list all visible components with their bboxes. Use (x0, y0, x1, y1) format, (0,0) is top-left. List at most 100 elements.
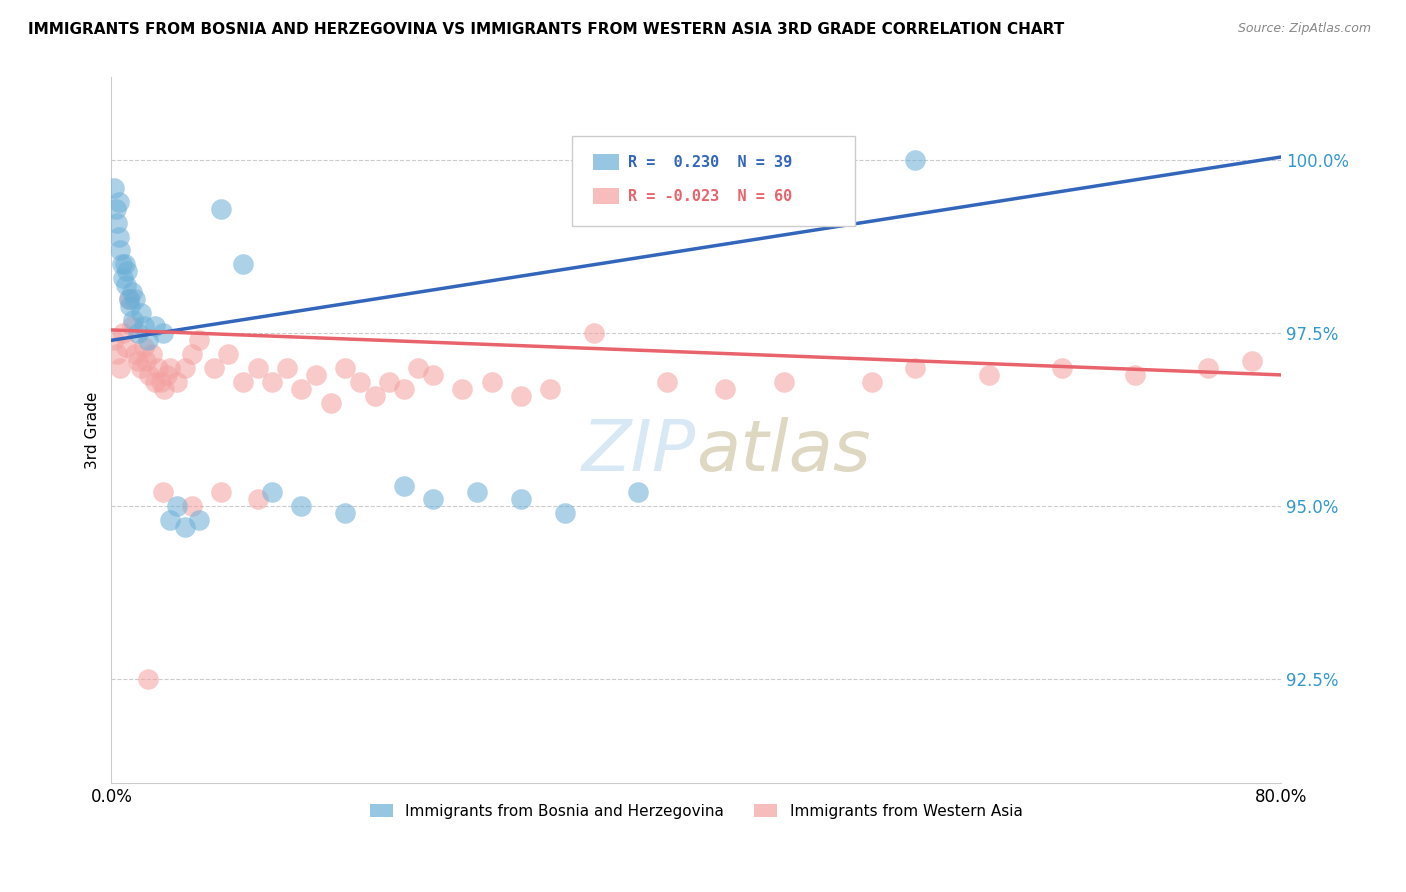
Point (422, 492, 444, 507)
Point (262, 485, 284, 500)
Point (378, 375, 401, 389)
Point (166, 500, 188, 514)
Point (202, 361, 225, 376)
Point (129, 361, 152, 376)
Point (392, 382, 415, 396)
Text: IMMIGRANTS FROM BOSNIA AND HERZEGOVINA VS IMMIGRANTS FROM WESTERN ASIA 3RD GRADE: IMMIGRANTS FROM BOSNIA AND HERZEGOVINA V… (28, 22, 1064, 37)
Point (141, 347, 163, 361)
Point (246, 492, 269, 507)
Point (121, 285, 143, 299)
Point (132, 319, 155, 334)
Point (188, 334, 211, 348)
Point (105, 347, 128, 361)
Point (582, 326, 605, 341)
Point (180, 347, 202, 361)
Point (148, 361, 170, 376)
Point (114, 257, 136, 271)
Point (509, 492, 531, 507)
Text: R =  0.230  N = 39: R = 0.230 N = 39 (628, 155, 793, 169)
Text: atlas: atlas (696, 417, 870, 486)
Point (1123, 368, 1146, 382)
Point (115, 340, 138, 354)
Point (108, 244, 131, 258)
Point (276, 361, 298, 376)
Point (127, 354, 149, 368)
Point (349, 375, 371, 389)
Point (977, 368, 1000, 382)
Point (135, 354, 157, 368)
Point (136, 673, 159, 687)
Point (117, 264, 139, 278)
Point (262, 375, 284, 389)
Point (860, 375, 883, 389)
Text: ZIP: ZIP (582, 417, 696, 486)
Point (124, 347, 146, 361)
Point (392, 478, 415, 492)
Point (1197, 361, 1219, 376)
Point (159, 513, 181, 527)
Point (451, 382, 474, 396)
Point (121, 319, 143, 334)
Point (422, 368, 444, 382)
Point (408, 361, 430, 376)
Point (107, 194, 129, 209)
Point (124, 292, 146, 306)
Point (111, 257, 134, 271)
Point (153, 382, 176, 396)
Point (173, 520, 195, 534)
Legend: Immigrants from Bosnia and Herzegovina, Immigrants from Western Asia: Immigrants from Bosnia and Herzegovina, … (364, 797, 1029, 825)
Point (159, 361, 181, 376)
Y-axis label: 3rd Grade: 3rd Grade (86, 392, 100, 469)
Point (129, 305, 152, 319)
Point (232, 375, 254, 389)
Point (143, 375, 166, 389)
Point (112, 271, 135, 285)
Point (180, 500, 202, 514)
Point (115, 277, 138, 292)
Point (118, 292, 141, 306)
Point (335, 506, 357, 520)
Point (108, 361, 131, 376)
Text: R = -0.023  N = 60: R = -0.023 N = 60 (628, 189, 793, 203)
Point (138, 368, 160, 382)
Point (209, 202, 232, 216)
Point (509, 389, 531, 403)
Point (152, 326, 174, 341)
Point (714, 153, 737, 168)
Point (246, 361, 269, 376)
Point (120, 299, 142, 313)
Point (904, 153, 927, 168)
Point (107, 229, 129, 244)
Point (481, 375, 503, 389)
Point (152, 485, 174, 500)
Point (363, 389, 385, 403)
Point (103, 181, 125, 195)
Point (290, 500, 312, 514)
Point (143, 319, 166, 334)
Point (655, 375, 678, 389)
Point (217, 347, 239, 361)
Point (232, 257, 254, 271)
Point (188, 513, 211, 527)
Text: Source: ZipAtlas.com: Source: ZipAtlas.com (1237, 22, 1371, 36)
Point (627, 485, 650, 500)
Point (904, 361, 927, 376)
Point (156, 368, 179, 382)
Point (554, 506, 576, 520)
Point (465, 485, 488, 500)
Point (714, 382, 737, 396)
Point (166, 375, 188, 389)
Point (319, 395, 342, 409)
Point (136, 334, 159, 348)
Point (104, 202, 127, 216)
Point (103, 334, 125, 348)
Point (538, 382, 561, 396)
Point (305, 368, 328, 382)
Point (127, 326, 149, 341)
Point (173, 361, 195, 376)
Point (335, 361, 357, 376)
Point (1050, 361, 1073, 376)
Point (132, 340, 155, 354)
Point (209, 485, 232, 500)
Point (122, 312, 145, 326)
